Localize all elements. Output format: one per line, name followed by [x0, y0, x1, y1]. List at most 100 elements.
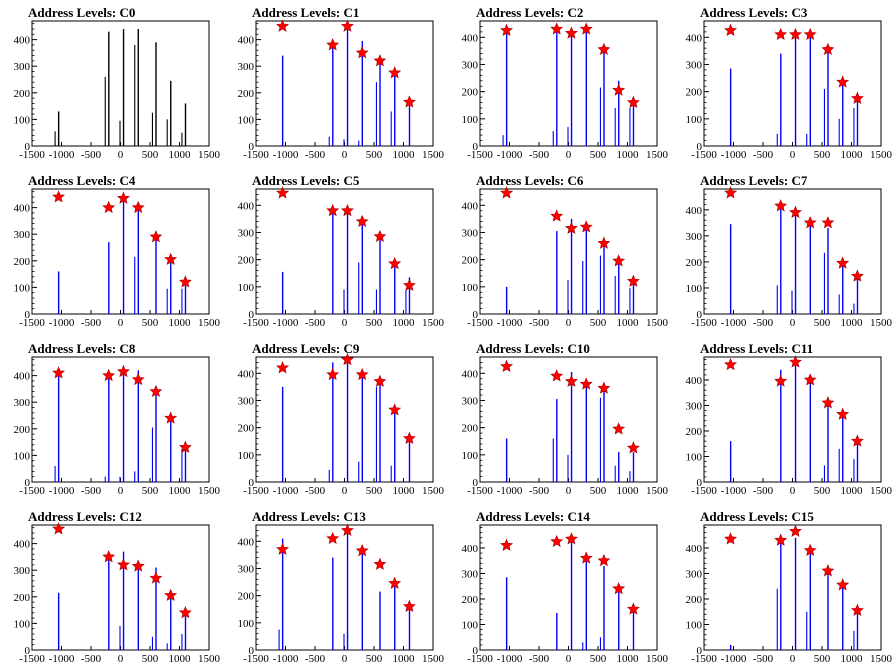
peak-star-marker [850, 603, 864, 616]
peak-star-marker [340, 203, 354, 217]
y-tick-label: 300 [462, 59, 479, 71]
peak-star-marker [564, 374, 578, 387]
peak-star-marker [564, 532, 578, 545]
x-tick-label: 500 [366, 485, 383, 497]
y-tick-label: 100 [686, 451, 703, 463]
histogram-bar [780, 369, 782, 482]
y-tick-label: 0 [473, 477, 479, 489]
histogram-bar-minor [181, 634, 183, 650]
x-tick-label: -1000 [721, 317, 747, 329]
y-tick-label: 100 [462, 282, 479, 294]
x-tick-label: 500 [366, 149, 383, 161]
histogram-bar [332, 557, 334, 650]
peak-star-marker [612, 422, 626, 435]
histogram-plot: 0 100 200 300 400 -1500 -1000 -500 0 500 1000 1500 [686, 524, 893, 665]
y-tick-label: 200 [462, 255, 479, 267]
x-tick-label: -500 [305, 317, 326, 329]
histogram-bar [632, 452, 635, 482]
histogram-bar [122, 196, 125, 314]
histogram-bar-minor [567, 454, 569, 482]
x-tick-label: 0 [342, 317, 348, 329]
peak-star-marker [788, 205, 802, 218]
histogram-bar [603, 565, 605, 650]
histogram-bar [184, 280, 187, 314]
peak-star-marker [597, 553, 611, 567]
histogram-bar-minor [328, 136, 330, 146]
histogram-bar [618, 80, 620, 146]
peak-star-marker [164, 588, 178, 601]
peak-star-marker [836, 75, 850, 88]
histogram-bar-minor [405, 289, 407, 314]
x-tick-label: 1500 [422, 653, 445, 665]
panel-title: Address Levels: C5 [252, 173, 360, 188]
y-tick-label: 0 [697, 477, 703, 489]
histogram-bar [155, 234, 157, 314]
y-tick-label: 400 [238, 200, 255, 212]
y-tick-label: 400 [462, 368, 479, 380]
panel-title: Address Levels: C7 [700, 173, 808, 188]
y-tick-label: 300 [686, 400, 703, 412]
peak-star-marker [579, 551, 593, 564]
y-tick-label: 400 [462, 543, 479, 555]
histogram-panel: Address Levels: C6 0 100 200 300 400 -1500 -100… [448, 168, 672, 336]
x-tick-label: -1500 [243, 485, 269, 497]
x-tick-label: 1500 [870, 485, 893, 497]
histogram-bar [122, 370, 125, 482]
panel-title: Address Levels: C6 [476, 173, 584, 188]
peak-star-marker [52, 190, 66, 203]
histogram-bar [729, 224, 732, 314]
histogram-bar [556, 30, 558, 146]
histogram-bar-minor [838, 294, 840, 314]
x-tick-label: 1000 [393, 485, 416, 497]
histogram-bar-minor [582, 261, 584, 314]
peak-star-marker [788, 524, 802, 537]
histogram-bar [408, 277, 411, 314]
histogram-bar-minor [134, 44, 136, 146]
histogram-panel: Address Levels: C5 0 100 200 300 400 -1500 -100… [224, 168, 448, 336]
histogram-panel: Address Levels: C13 0 100 200 300 400 -1500 -10… [224, 504, 448, 672]
y-tick-label: 300 [14, 229, 31, 241]
y-tick-label: 100 [238, 450, 255, 462]
peak-star-marker [52, 522, 66, 535]
panel-title: Address Levels: C12 [28, 509, 142, 524]
histogram-bar-minor [629, 107, 631, 146]
x-tick-label: -1500 [243, 317, 269, 329]
histogram-plot: 0 100 200 300 400 -1500 -1000 -500 0 500 1000 1500 [238, 19, 445, 161]
y-tick-label: 200 [14, 424, 31, 436]
x-tick-label: -1000 [49, 485, 75, 497]
panel-title: Address Levels: C1 [252, 5, 360, 20]
histogram-bar [108, 242, 110, 314]
histogram-bar-minor [791, 290, 793, 314]
histogram-bar [618, 587, 620, 650]
histogram-bar-minor [375, 82, 377, 146]
peak-star-marker [149, 571, 163, 584]
y-tick-label: 200 [238, 423, 255, 435]
histogram-bar [603, 241, 605, 314]
peak-star-marker [131, 559, 145, 572]
peak-star-marker [355, 544, 369, 557]
x-tick-label: 500 [142, 149, 159, 161]
y-tick-label: 400 [238, 536, 255, 548]
x-tick-label: 500 [590, 317, 607, 329]
y-tick-label: 400 [14, 539, 31, 551]
x-tick-label: -1500 [691, 653, 717, 665]
y-tick-label: 100 [686, 283, 703, 295]
histogram-bar [809, 382, 811, 482]
peak-star-marker [178, 275, 192, 288]
x-tick-label: 1500 [646, 317, 669, 329]
histogram-bar [346, 530, 349, 650]
x-tick-label: -1000 [721, 485, 747, 497]
histogram-plot: 0 100 200 300 400 -1500 -1000 -500 0 500 1000 1500 [14, 20, 221, 161]
y-tick-label: 100 [14, 450, 31, 462]
histogram-bar-minor [104, 76, 106, 146]
histogram-bar-minor [614, 275, 616, 314]
histogram-bar [108, 374, 110, 482]
x-tick-label: -500 [305, 653, 326, 665]
histogram-bar [281, 271, 284, 314]
x-tick-label: 1000 [169, 149, 192, 161]
y-tick-label: 0 [249, 309, 255, 321]
histogram-bar-minor [823, 252, 825, 314]
histogram-bar-minor [599, 255, 601, 314]
histogram-bar [827, 49, 829, 146]
histogram-bar [794, 364, 797, 482]
